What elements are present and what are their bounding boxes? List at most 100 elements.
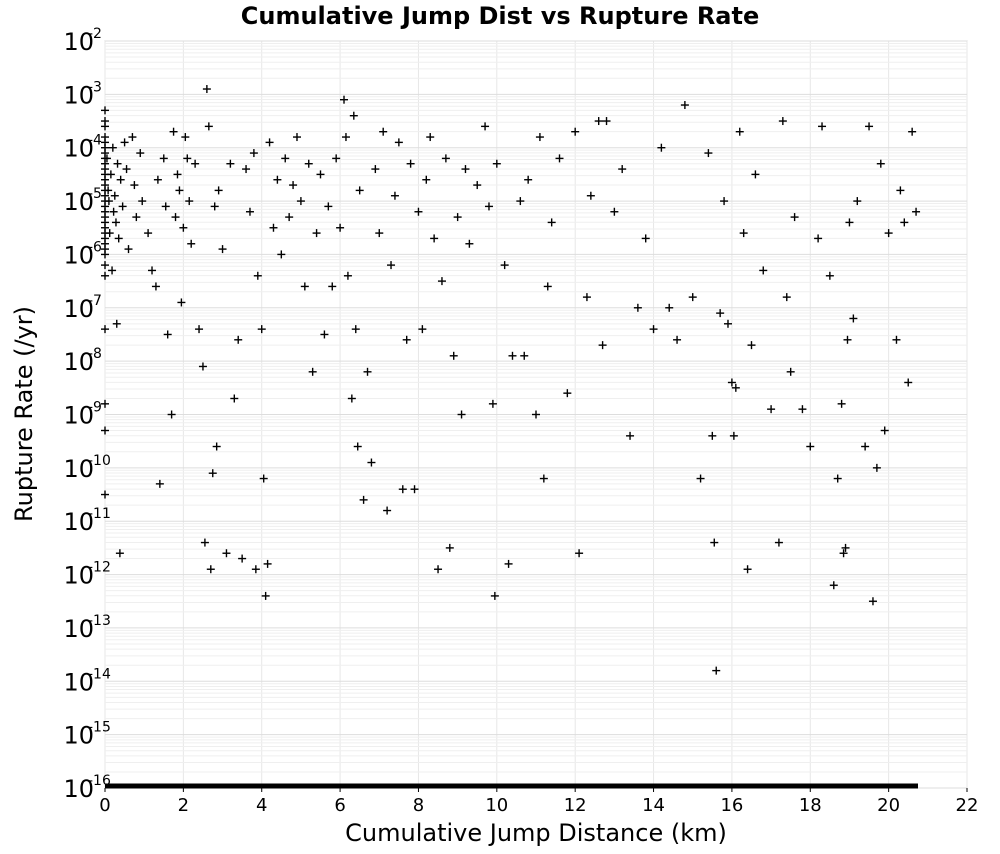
scatter-point	[349, 111, 358, 120]
scatter-point	[500, 261, 509, 270]
scatter-point	[406, 159, 415, 168]
scatter-point	[198, 362, 207, 371]
scatter-point	[575, 549, 584, 558]
y-tick-label: 10-16	[63, 773, 111, 803]
scatter-point	[861, 442, 870, 451]
scatter-point	[320, 330, 329, 339]
scatter-point	[853, 197, 862, 206]
scatter-point	[767, 405, 776, 414]
scatter-point	[696, 474, 705, 483]
scatter-point	[108, 266, 117, 275]
scatter-point	[602, 117, 611, 126]
y-tick-base: 10	[63, 508, 94, 536]
x-axis-label: Cumulative Jump Distance (km)	[345, 819, 727, 847]
scatter-point	[649, 325, 658, 334]
y-tick-label: 10-13	[63, 613, 110, 643]
scatter-point	[688, 293, 697, 302]
y-tick-base: 10	[63, 135, 94, 163]
scatter-point	[167, 410, 176, 419]
scatter-point	[418, 325, 427, 334]
scatter-point	[101, 426, 109, 435]
y-tick-label: 10-8	[63, 346, 102, 376]
scatter-point	[304, 159, 313, 168]
x-tick-label: 2	[178, 795, 189, 816]
y-tick-base: 10	[63, 295, 94, 323]
scatter-point	[673, 335, 682, 344]
scatter-point	[249, 149, 258, 158]
y-axis-label: Rupture Rate (/yr)	[10, 306, 38, 522]
scatter-point	[445, 543, 454, 552]
scatter-point	[138, 197, 147, 206]
scatter-point	[735, 127, 744, 136]
scatter-point	[136, 149, 145, 158]
scatter-point	[116, 175, 125, 184]
scatter-point	[723, 319, 732, 328]
x-tick-label: 6	[334, 795, 345, 816]
y-tick-exponent: -12	[88, 560, 111, 576]
scatter-point	[586, 191, 595, 200]
x-ticks-layer: 0 2 4 6 8 10 12 14 16 18 20 22	[99, 788, 978, 816]
y-tick-base: 10	[63, 722, 94, 750]
scatter-point	[101, 325, 109, 334]
scatter-point	[402, 335, 411, 344]
scatter-point	[204, 122, 213, 131]
scatter-point	[710, 538, 719, 547]
scatter-point	[111, 218, 120, 227]
scatter-point	[849, 314, 858, 323]
scatter-point	[151, 282, 160, 291]
scatter-point	[841, 543, 850, 552]
scatter-point	[218, 245, 227, 254]
scatter-point	[222, 549, 231, 558]
scatter-point	[113, 159, 122, 168]
scatter-point	[128, 133, 137, 142]
scatter-point	[865, 122, 874, 131]
scatter-point	[300, 282, 309, 291]
scatter-point	[367, 458, 376, 467]
scatter-point	[555, 154, 564, 163]
scatter-point	[144, 229, 153, 238]
scatter-point	[114, 234, 123, 243]
scatter-point	[394, 138, 403, 147]
scatter-point	[626, 431, 635, 440]
scatter-point	[759, 266, 768, 275]
y-tick-label: 10-3	[63, 79, 102, 109]
scatter-point	[191, 159, 200, 168]
scatter-point	[120, 138, 129, 147]
scatter-point	[371, 165, 380, 174]
scatter-point	[101, 250, 109, 259]
scatter-point	[751, 170, 760, 179]
scatter-point	[520, 351, 529, 360]
scatter-point	[908, 127, 917, 136]
scatter-point	[163, 330, 172, 339]
x-tick-label: 20	[877, 795, 900, 816]
scatter-point	[806, 442, 815, 451]
scatter-point	[234, 335, 243, 344]
scatter-point	[122, 165, 131, 174]
scatter-point	[177, 298, 186, 307]
scatter-point	[101, 490, 109, 499]
y-tick-base: 10	[63, 455, 94, 483]
scatter-point	[633, 303, 642, 312]
scatter-point	[179, 223, 188, 232]
scatter-point	[175, 186, 184, 195]
y-tick-exponent: -2	[88, 26, 102, 42]
scatter-point	[308, 367, 317, 376]
scatter-point	[269, 223, 278, 232]
y-tick-base: 10	[63, 775, 94, 803]
scatter-point	[101, 106, 109, 115]
scatter-point	[465, 239, 474, 248]
scatter-point	[353, 442, 362, 451]
scatter-point	[798, 405, 807, 414]
scatter-point	[720, 197, 729, 206]
scatter-point	[251, 565, 260, 574]
scatter-point	[245, 207, 254, 216]
scatter-point	[312, 229, 321, 238]
y-tick-base: 10	[63, 28, 94, 56]
scatter-point	[814, 234, 823, 243]
scatter-point	[680, 101, 689, 110]
scatter-point	[316, 170, 325, 179]
scatter-point	[571, 127, 580, 136]
scatter-point	[896, 186, 905, 195]
scatter-point	[101, 271, 109, 280]
